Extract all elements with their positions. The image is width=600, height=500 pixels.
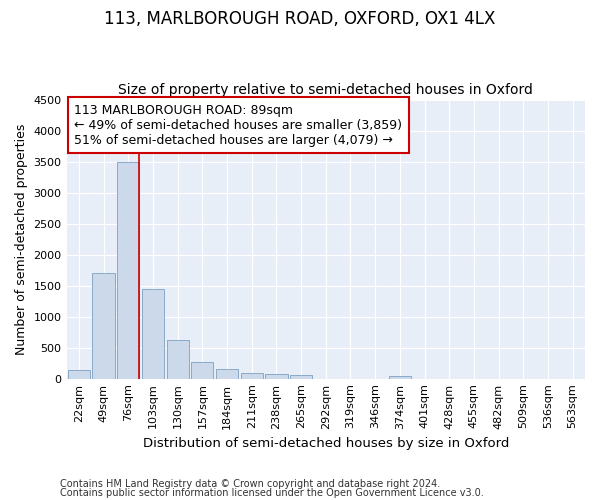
- Bar: [389, 376, 411, 378]
- Bar: [216, 369, 238, 378]
- Bar: [117, 162, 139, 378]
- Bar: [265, 374, 287, 378]
- Text: Contains HM Land Registry data © Crown copyright and database right 2024.: Contains HM Land Registry data © Crown c…: [60, 479, 440, 489]
- Bar: [241, 373, 263, 378]
- Bar: [191, 362, 214, 378]
- Bar: [142, 288, 164, 378]
- Bar: [167, 340, 189, 378]
- X-axis label: Distribution of semi-detached houses by size in Oxford: Distribution of semi-detached houses by …: [143, 437, 509, 450]
- Y-axis label: Number of semi-detached properties: Number of semi-detached properties: [15, 124, 28, 355]
- Bar: [68, 370, 90, 378]
- Bar: [290, 376, 312, 378]
- Bar: [92, 273, 115, 378]
- Title: Size of property relative to semi-detached houses in Oxford: Size of property relative to semi-detach…: [118, 83, 533, 97]
- Text: 113 MARLBOROUGH ROAD: 89sqm
← 49% of semi-detached houses are smaller (3,859)
51: 113 MARLBOROUGH ROAD: 89sqm ← 49% of sem…: [74, 104, 403, 146]
- Text: 113, MARLBOROUGH ROAD, OXFORD, OX1 4LX: 113, MARLBOROUGH ROAD, OXFORD, OX1 4LX: [104, 10, 496, 28]
- Text: Contains public sector information licensed under the Open Government Licence v3: Contains public sector information licen…: [60, 488, 484, 498]
